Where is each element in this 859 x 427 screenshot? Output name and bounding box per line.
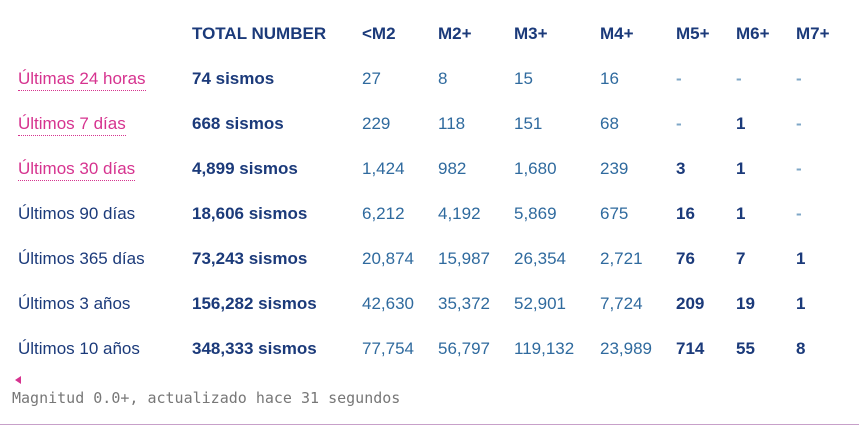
header-m5-plus: M5+	[676, 24, 710, 43]
table-row: Últimos 3 años 156,282 sismos 42,630 35,372…	[10, 281, 844, 326]
period-cell: Últimos 10 años	[10, 326, 184, 371]
table-body: Últimas 24 horas 74 sismos 27 8 15 16- - - Últim…	[10, 56, 844, 371]
count-cell-m4: 7,724	[600, 293, 643, 313]
count-cell-m7: -	[796, 68, 802, 88]
header-m4-plus: M4+	[600, 24, 634, 43]
period-label: Últimos 365 días	[18, 248, 145, 268]
period-label: Últimos 10 años	[18, 338, 140, 358]
header-period	[10, 12, 184, 56]
header-total-number: TOTAL NUMBER	[192, 24, 327, 43]
earthquake-stats-table: TOTAL NUMBER <M2 M2+ M3+ M4+ M5+ M6+ M7+…	[10, 12, 844, 371]
table-row: Últimos 90 días 18,606 sismos 6,212 4,192 5,…	[10, 191, 844, 236]
count-cell-m6: 55	[736, 338, 755, 358]
period-cell[interactable]: Últimos 30 días	[10, 146, 184, 191]
count-cell-m2: 118	[438, 113, 466, 133]
total-cell: 348,333 sismos	[192, 338, 317, 358]
count-cell-m4: 675	[600, 203, 629, 223]
count-cell-m1: 27	[362, 68, 381, 88]
count-cell-m4: 239	[600, 158, 629, 178]
count-cell-m1: 229	[362, 113, 391, 133]
count-cell-m1: 20,874	[362, 248, 414, 268]
table-header-row: TOTAL NUMBER <M2 M2+ M3+ M4+ M5+ M6+ M7+	[10, 12, 844, 56]
caret-left-icon[interactable]	[15, 376, 21, 384]
count-cell-m4: 16	[600, 68, 619, 88]
table-row: Últimos 7 días 668 sismos 229 118 151 68 - 1 -	[10, 101, 844, 146]
count-cell-m6: 1	[736, 113, 746, 133]
count-cell-m5: 76	[676, 248, 695, 268]
count-cell-m3: 15	[514, 68, 533, 88]
header-m-under-2: <M2	[362, 24, 396, 43]
period-cell: Últimos 3 años	[10, 281, 184, 326]
period-cell[interactable]: Últimas 24 horas	[10, 56, 184, 101]
period-link[interactable]: Últimos 7 días	[18, 113, 126, 136]
period-cell[interactable]: Últimos 7 días	[10, 101, 184, 146]
period-link[interactable]: Últimos 30 días	[18, 158, 136, 181]
table-row: Últimas 24 horas 74 sismos 27 8 15 16 - - -	[10, 56, 844, 101]
count-cell-m2: 15,987	[438, 248, 490, 268]
table-row: Últimos 30 días 4,899 sismos 1,424 982 1,680…	[10, 146, 844, 191]
count-cell-m3: 26,354	[514, 248, 566, 268]
count-cell-m4: 2,721	[600, 248, 643, 268]
count-cell-m7: 8	[796, 338, 806, 358]
count-cell-m7: 1	[796, 248, 806, 268]
count-cell-m5: 714	[676, 338, 705, 358]
count-cell-m2: 35,372	[438, 293, 490, 313]
count-cell-m6: 1	[736, 203, 746, 223]
count-cell-m5: 209	[676, 293, 705, 313]
count-cell-m7: -	[796, 158, 802, 178]
count-cell-m5: 16	[676, 203, 695, 223]
count-cell-m2: 982	[438, 158, 467, 178]
header-m7-plus: M7+	[796, 24, 830, 43]
header-m6-plus: M6+	[736, 24, 770, 43]
period-label: Últimos 90 días	[18, 203, 136, 223]
count-cell-m1: 77,754	[362, 338, 414, 358]
total-cell: 156,282 sismos	[192, 293, 317, 313]
total-cell: 74 sismos	[192, 68, 275, 88]
divider	[0, 424, 859, 425]
count-cell-m5: 3	[676, 158, 686, 178]
count-cell-m6: 19	[736, 293, 755, 313]
period-label: Últimos 3 años	[18, 293, 131, 313]
count-cell-m5: -	[676, 68, 682, 88]
total-cell: 18,606 sismos	[192, 203, 308, 223]
footer-note: Magnitud 0.0+, actualizado hace 31 segun…	[12, 389, 401, 407]
table-row: Últimos 10 años 348,333 sismos 77,754 56,79…	[10, 326, 844, 371]
count-cell-m7: -	[796, 113, 802, 133]
count-cell-m2: 56,797	[438, 338, 490, 358]
count-cell-m4: 68	[600, 113, 619, 133]
count-cell-m3: 52,901	[514, 293, 566, 313]
period-link[interactable]: Últimas 24 horas	[18, 68, 146, 91]
count-cell-m6: 7	[736, 248, 746, 268]
total-cell: 4,899 sismos	[192, 158, 298, 178]
count-cell-m5: -	[676, 113, 682, 133]
count-cell-m2: 4,192	[438, 203, 481, 223]
count-cell-m3: 151	[514, 113, 543, 133]
count-cell-m6: -	[736, 68, 742, 88]
total-cell: 73,243 sismos	[192, 248, 308, 268]
count-cell-m2: 8	[438, 68, 448, 88]
count-cell-m1: 1,424	[362, 158, 405, 178]
period-cell: Últimos 365 días	[10, 236, 184, 281]
count-cell-m3: 5,869	[514, 203, 557, 223]
count-cell-m3: 1,680	[514, 158, 557, 178]
header-m2-plus: M2+	[438, 24, 472, 43]
table-row: Últimos 365 días 73,243 sismos 20,874 15,98…	[10, 236, 844, 281]
count-cell-m7: -	[796, 203, 802, 223]
count-cell-m4: 23,989	[600, 338, 652, 358]
count-cell-m3: 119,132	[514, 338, 575, 358]
count-cell-m7: 1	[796, 293, 806, 313]
count-cell-m1: 6,212	[362, 203, 405, 223]
count-cell-m6: 1	[736, 158, 746, 178]
total-cell: 668 sismos	[192, 113, 284, 133]
count-cell-m1: 42,630	[362, 293, 414, 313]
header-m3-plus: M3+	[514, 24, 548, 43]
period-cell: Últimos 90 días	[10, 191, 184, 236]
